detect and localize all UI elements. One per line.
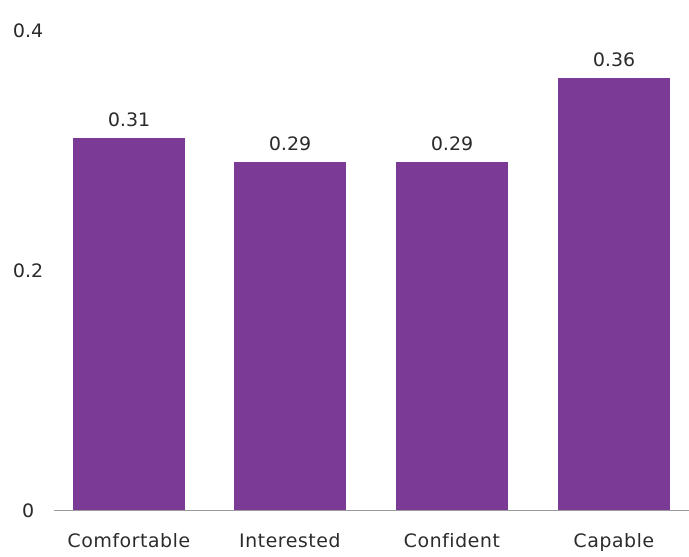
x-tick-label-interested: Interested <box>239 530 341 552</box>
bar-capable <box>558 78 670 510</box>
y-tick-label-1: 0.2 <box>13 260 43 282</box>
bars-layer <box>73 78 670 510</box>
bar-interested <box>234 162 346 510</box>
y-tick-label-0: 0 <box>22 500 34 522</box>
x-tick-label-capable: Capable <box>573 530 654 552</box>
data-label-interested: 0.29 <box>269 133 311 155</box>
axis-layer: 0 0.2 0.4 <box>13 20 689 522</box>
labels-layer: 0.31 Comfortable 0.29 Interested 0.29 Confide… <box>67 49 654 552</box>
bar-confident <box>396 162 508 510</box>
x-tick-label-confident: Confident <box>404 530 501 552</box>
data-label-confident: 0.29 <box>431 133 473 155</box>
data-label-capable: 0.36 <box>593 49 635 71</box>
x-tick-label-comfortable: Comfortable <box>67 530 190 552</box>
bar-comfortable <box>73 138 185 510</box>
y-tick-label-2: 0.4 <box>13 20 43 42</box>
data-label-comfortable: 0.31 <box>108 109 150 131</box>
